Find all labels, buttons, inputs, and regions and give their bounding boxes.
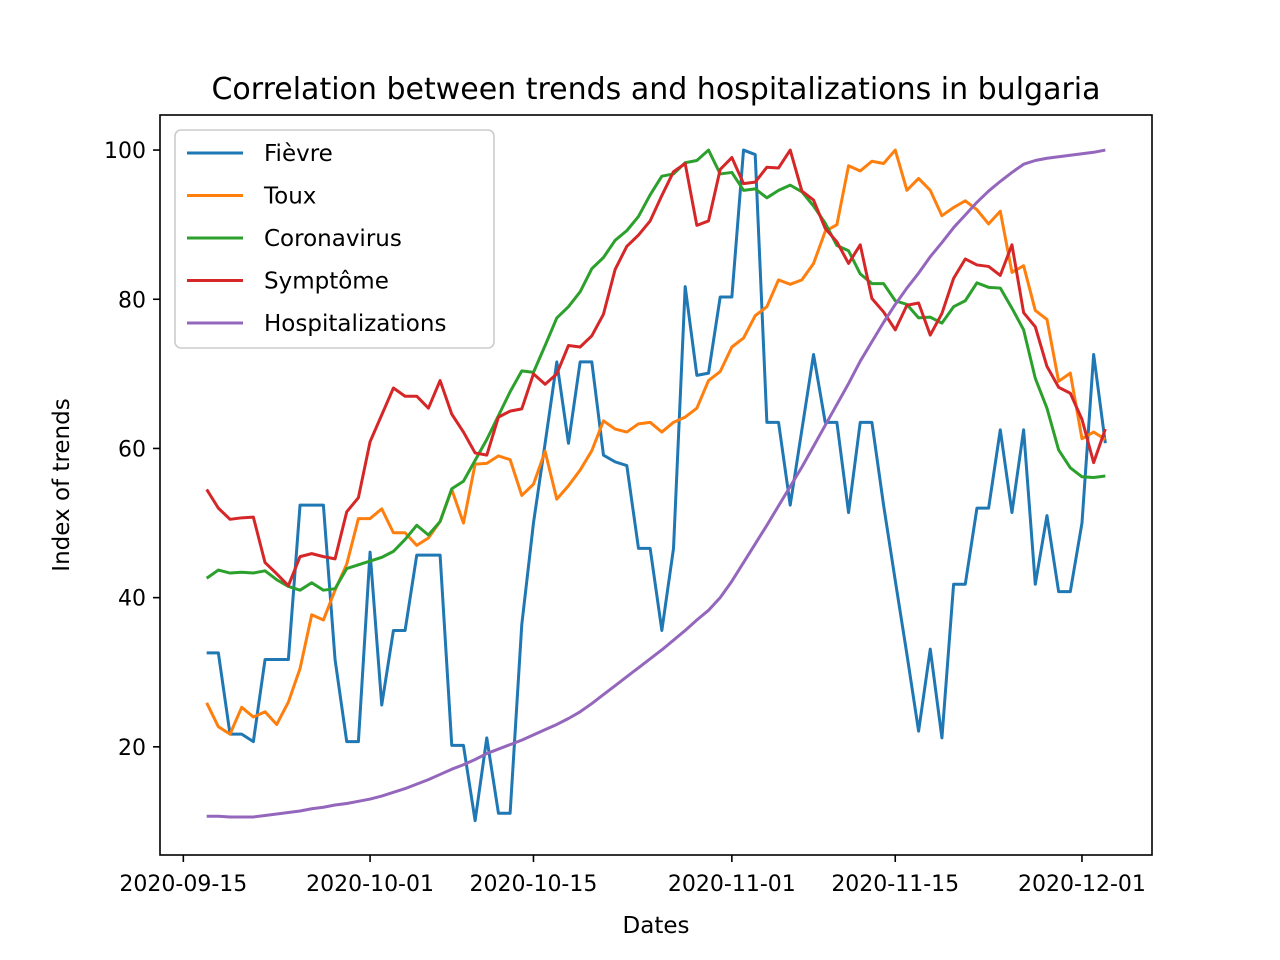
x-tick-label: 2020-10-15	[470, 872, 598, 897]
series-layer	[205, 148, 1107, 823]
x-tick-label: 2020-11-15	[831, 872, 959, 897]
x-tick-label: 2020-11-01	[668, 872, 796, 897]
x-axis: 2020-09-15 2020-10-01 2020-10-15 2020-11-01…	[119, 855, 1146, 897]
x-tick-label: 2020-09-15	[119, 872, 247, 897]
x-axis-label: Dates	[623, 913, 690, 939]
series-line-symptome	[205, 148, 1107, 588]
y-tick-label: 40	[118, 587, 146, 612]
legend-label: Fièvre	[264, 141, 333, 167]
plot-frame	[159, 114, 1153, 856]
legend-label: Hospitalizations	[264, 311, 446, 337]
legend: Fièvre Toux Coronavirus Symptôme Hospitaliza…	[174, 129, 495, 349]
x-tick-label: 2020-10-01	[306, 872, 434, 897]
y-tick-label: 80	[118, 288, 146, 313]
x-tick-label: 2020-12-01	[1018, 872, 1146, 897]
y-tick-label: 20	[118, 736, 146, 761]
series-line-fievre	[206, 148, 1107, 823]
series-line-hospitalizations	[206, 148, 1106, 819]
chart-title: Correlation between trends and hospitali…	[211, 72, 1100, 107]
series-line-toux	[205, 148, 1107, 736]
y-tick-label: 100	[104, 139, 146, 164]
y-tick-label: 60	[118, 437, 146, 462]
legend-label: Coronavirus	[264, 226, 402, 252]
y-axis-label: Index of trends	[49, 398, 75, 571]
legend-label: Toux	[263, 184, 316, 210]
legend-box	[174, 129, 495, 349]
series-line-coronavirus	[205, 148, 1106, 592]
legend-label: Symptôme	[264, 269, 389, 295]
y-axis: 20 40 60 80 100	[104, 139, 160, 761]
